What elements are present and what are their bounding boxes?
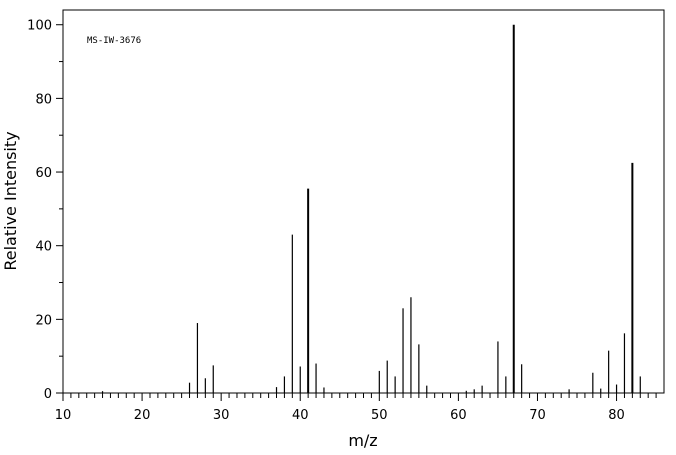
x-tick-label: 10 xyxy=(55,408,72,423)
y-tick-label: 20 xyxy=(35,313,52,328)
x-tick-label: 40 xyxy=(292,408,309,423)
x-tick-label: 20 xyxy=(134,408,151,423)
y-tick-label: 60 xyxy=(35,166,52,181)
x-tick-label: 70 xyxy=(529,408,546,423)
x-tick-label: 60 xyxy=(450,408,467,423)
spectrum-id-label: MS-IW-3676 xyxy=(87,36,141,46)
x-tick-label: 80 xyxy=(608,408,625,423)
x-tick-label: 30 xyxy=(213,408,230,423)
y-axis-ticks: 0 20 40 60 80 100 xyxy=(27,19,63,402)
x-axis-ticks: 10 20 30 40 50 60 70 80 xyxy=(55,393,657,423)
x-axis-title: m/z xyxy=(348,431,377,450)
y-tick-label: 80 xyxy=(35,92,52,107)
y-tick-label: 100 xyxy=(27,19,52,34)
y-tick-label: 40 xyxy=(35,240,52,255)
y-tick-label: 0 xyxy=(44,387,52,402)
x-tick-label: 50 xyxy=(371,408,388,423)
peak-series xyxy=(101,24,641,393)
plot-frame xyxy=(62,9,665,394)
y-axis-title: Relative Intensity xyxy=(1,131,20,270)
